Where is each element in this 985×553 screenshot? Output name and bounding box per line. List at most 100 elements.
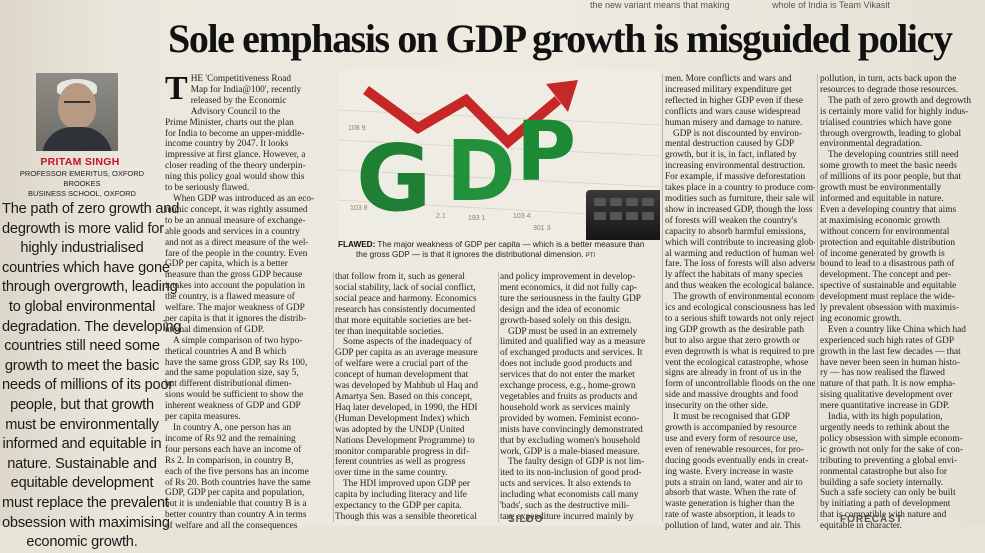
text-line: Even a country like China which had bbox=[828, 324, 966, 335]
text-line: income of Rs 92 and the remaining bbox=[165, 433, 296, 444]
text-line: trialised countries which have gone bbox=[820, 117, 952, 128]
text-line: closer reading of the theory underpin- bbox=[165, 161, 306, 172]
text-line: It must be recognised that GDP bbox=[673, 412, 790, 423]
text-line: capita by including literacy and life bbox=[335, 490, 467, 501]
text-line: urgently needs to rethink about the bbox=[820, 423, 950, 433]
text-line: show in increased GDP, though the loss bbox=[665, 204, 813, 215]
text-line: and not as a direct measure of the wel- bbox=[165, 237, 309, 248]
text-line: When GDP was introduced as an eco- bbox=[173, 193, 315, 204]
text-line: of exchanged products and services. It bbox=[500, 348, 643, 359]
top-strip-text-1: the new variant means that making bbox=[590, 0, 730, 10]
text-line: including what economists call many bbox=[500, 490, 639, 501]
text-line: limited and qualified way as a measure bbox=[500, 337, 646, 348]
text-line: GDP, GDP per capita and population, bbox=[165, 488, 305, 499]
text-line: of income generated by growth is bbox=[820, 248, 945, 259]
text-line: that more equitable societies are bet- bbox=[335, 315, 472, 326]
text-line: fare. The loss of forests will also adve… bbox=[665, 259, 815, 270]
text-line: GDP must be used in an extremely bbox=[508, 326, 638, 337]
text-line: waste generation is higher than the bbox=[665, 499, 795, 510]
text-line: it takes into account the population in bbox=[165, 281, 305, 292]
text-line: men. More conflicts and wars and bbox=[665, 74, 792, 84]
text-line: experienced such high rates of GDP bbox=[820, 335, 954, 346]
text-line: conflicts and wars cause widespread bbox=[665, 106, 801, 117]
calculator-icon bbox=[586, 190, 660, 240]
bottom-strip-text-2: FORECAST bbox=[840, 514, 903, 525]
text-line: ited to its non-inclusion of good prod- bbox=[500, 468, 642, 479]
text-line: that is compatible with nature and bbox=[820, 510, 947, 521]
text-line: which will contribute to increasing glob… bbox=[665, 237, 815, 248]
text-line: per capita is that it ignores the distri… bbox=[165, 313, 307, 324]
text-line: does not include good products and bbox=[500, 359, 632, 370]
text-line: ing waste. Every increase in waste bbox=[665, 466, 794, 477]
pull-quote-line: countries still need some bbox=[4, 338, 160, 355]
text-line: modities such as furniture, their sale w… bbox=[665, 193, 815, 204]
text-line: but it is undeniable that country B is a bbox=[165, 499, 307, 510]
pull-quote-line: equitable development bbox=[10, 475, 154, 492]
pull-quote-line: people, but that growth bbox=[10, 396, 154, 413]
caption-text-1: The major weakness of GDP per capita — w… bbox=[375, 240, 645, 249]
pull-quote: The path of zero growth and degrowth is m… bbox=[2, 200, 182, 553]
text-line: released by the Economic bbox=[190, 95, 287, 106]
top-strip: the new variant means that making whole … bbox=[260, 0, 985, 10]
gdp-letter-d: D bbox=[446, 122, 516, 220]
text-line: mists have convincingly demonstrated bbox=[500, 424, 643, 435]
text-line: ucts and services. It also extends to bbox=[500, 479, 631, 490]
text-line: rate of waste absorption, it leads to bbox=[665, 510, 795, 521]
text-line: impressive at first glance. However, a bbox=[165, 150, 306, 161]
text-line: each of the five persons has an income bbox=[165, 466, 309, 477]
text-line: provided by women. Feminist econo- bbox=[500, 413, 640, 424]
article-column-4: men. More conflicts and wars and increase… bbox=[665, 74, 815, 532]
text-line: household work as services mainly bbox=[500, 402, 631, 413]
text-line: protection and equitable distribution bbox=[820, 237, 956, 248]
text-line: For example, if massive deforestation bbox=[665, 172, 806, 183]
article-column-5: pollution, in turn, acts back upon the re… bbox=[820, 74, 980, 532]
text-line: informed and equitable in nature. bbox=[820, 193, 944, 204]
text-line: signs are already in front of us in the bbox=[665, 368, 802, 379]
article-column-1: T HE 'Competitiveness Road Map for India@… bbox=[165, 72, 330, 532]
text-line: Haq later developed, in 1990, the HDI bbox=[335, 402, 478, 413]
svg-text:2.1: 2.1 bbox=[436, 213, 446, 220]
text-line: of Rs 20. Both countries have the same bbox=[165, 477, 311, 488]
text-line: ing economic growth. bbox=[820, 313, 902, 324]
svg-text:103 8: 103 8 bbox=[350, 205, 368, 212]
text-line: better country than country A in terms bbox=[165, 510, 307, 521]
text-line: and thus weaken the ecological balance. bbox=[665, 281, 815, 292]
text-line: by initiating a path of development bbox=[820, 499, 951, 510]
caption-credit: PTI bbox=[585, 253, 596, 259]
text-line: Some aspects of the inadequacy of bbox=[343, 337, 472, 348]
pull-quote-line: obsession with maximising bbox=[2, 514, 170, 531]
image-caption: FLAWED: The major weakness of GDP per ca… bbox=[338, 240, 660, 261]
column-rule bbox=[662, 74, 663, 522]
text-line: measure than the gross GDP because bbox=[165, 270, 303, 281]
text-line: pollution, in turn, acts back upon the bbox=[820, 74, 957, 84]
text-line: have the same gross GDP, say Rs 100, bbox=[165, 357, 308, 368]
text-line: The path of zero growth and degrowth bbox=[828, 95, 972, 106]
text-line: at maximising economic growth bbox=[820, 215, 941, 226]
text-line: ics and ecological consciousness has led bbox=[665, 303, 815, 314]
bottom-strip: SILDO FORECAST bbox=[480, 514, 903, 526]
headline: Sole emphasis on GDP growth is misguided… bbox=[168, 16, 953, 61]
text-line: tributing to preventing a global envi- bbox=[820, 455, 958, 466]
text-line: ly affect the habitats of many species bbox=[665, 270, 803, 281]
text-line: even degrowth is what is required to pre… bbox=[665, 346, 815, 357]
text-line: Map for India@100', recently bbox=[190, 84, 302, 95]
text-line: the country, is a flawed measure of bbox=[165, 292, 295, 303]
text-line: monitor comparable progress in dif- bbox=[335, 446, 470, 457]
pull-quote-line: countries which have gone bbox=[2, 259, 170, 276]
text-line: growth is accompanied by resource bbox=[665, 423, 797, 433]
text-line: ter than inequitable societies. bbox=[335, 326, 444, 337]
text-line: expectancy to the GDP per capita. bbox=[335, 501, 462, 512]
author-photo bbox=[36, 73, 118, 151]
text-line: have never been seen in human histo- bbox=[820, 357, 960, 368]
text-line: ic growth not only for the sake of con- bbox=[820, 444, 964, 455]
text-line: to a serious shift towards not only reje… bbox=[665, 313, 815, 324]
pull-quote-line: to global environmental bbox=[8, 298, 156, 315]
text-line: resources to degrade those resources. bbox=[820, 84, 959, 95]
text-line: use and every form of resource use, bbox=[665, 433, 798, 444]
text-line: over time in the same country. bbox=[335, 468, 448, 479]
pull-quote-line: highly industrialised bbox=[20, 240, 144, 257]
text-line: GDP per capita as an average measure bbox=[335, 348, 478, 359]
text-line: concept of human development that bbox=[335, 370, 469, 381]
text-line: Advisory Council to the bbox=[190, 106, 281, 117]
